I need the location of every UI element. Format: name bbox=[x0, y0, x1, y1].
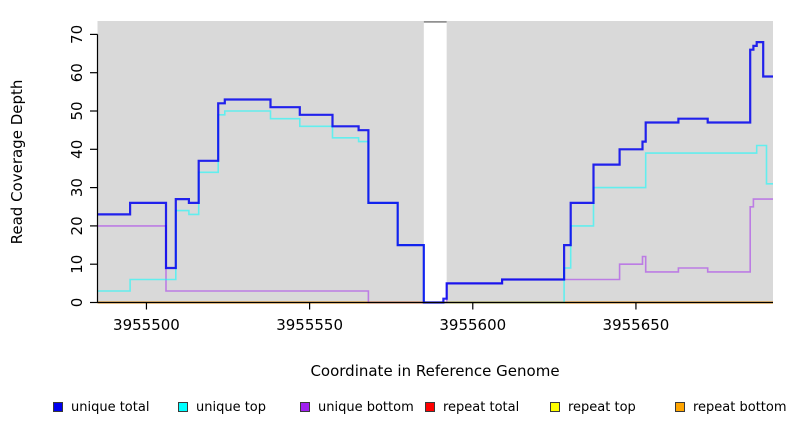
y-tick-label: 30 bbox=[68, 178, 86, 197]
x-tick-label: 3955600 bbox=[439, 316, 506, 334]
legend-label: unique bottom bbox=[318, 399, 414, 415]
plot-area bbox=[97, 20, 773, 306]
legend-item-unique-top: unique top bbox=[178, 399, 266, 415]
legend-swatch-icon bbox=[300, 402, 310, 412]
legend-item-unique-bottom: unique bottom bbox=[300, 399, 414, 415]
legend-swatch-icon bbox=[550, 402, 560, 412]
axes: 3955500 3955550 3955600 3955650 0 10 20 30 40 50 6… bbox=[68, 25, 773, 334]
legend-swatch-icon bbox=[53, 402, 63, 412]
x-axis-title: Coordinate in Reference Genome bbox=[310, 362, 559, 380]
x-tick-label: 3955550 bbox=[276, 316, 343, 334]
y-tick-label: 60 bbox=[68, 63, 86, 82]
x-tick-label: 3955650 bbox=[603, 316, 670, 334]
legend-swatch-icon bbox=[178, 402, 188, 412]
y-tick-label: 0 bbox=[68, 298, 86, 308]
legend-label: repeat total bbox=[443, 399, 520, 415]
legend-swatch-icon bbox=[425, 402, 435, 412]
gap-band bbox=[423, 21, 447, 306]
legend-label: unique total bbox=[71, 399, 150, 415]
series-line-unique-total bbox=[97, 41, 773, 304]
series-line-unique-bottom bbox=[97, 198, 773, 304]
legend-item-repeat-total: repeat total bbox=[425, 399, 519, 415]
y-tick-label: 40 bbox=[68, 140, 86, 159]
y-tick-label: 50 bbox=[68, 101, 86, 120]
legend-item-repeat-bottom: repeat bottom bbox=[675, 399, 787, 415]
y-axis-title: Read Coverage Depth bbox=[8, 80, 26, 245]
y-tick-label: 10 bbox=[68, 255, 86, 274]
legend-label: repeat bottom bbox=[693, 399, 787, 415]
y-tick-label: 70 bbox=[68, 25, 86, 44]
legend-item-repeat-top: repeat top bbox=[550, 399, 636, 415]
legend-label: unique top bbox=[196, 399, 267, 415]
x-tick-label: 3955500 bbox=[113, 316, 180, 334]
legend-item-unique-total: unique total bbox=[53, 399, 149, 415]
legend-swatch-icon bbox=[675, 402, 685, 412]
y-tick-label: 20 bbox=[68, 216, 86, 235]
series-line-unique-top bbox=[97, 110, 773, 304]
legend: unique total unique top unique bottom repea… bbox=[0, 399, 792, 419]
legend-label: repeat top bbox=[568, 399, 636, 415]
